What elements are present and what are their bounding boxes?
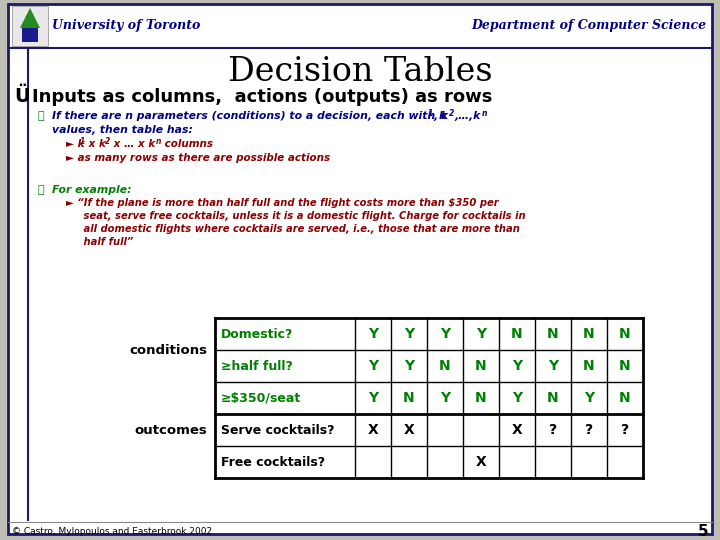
Text: ► k: ► k: [66, 139, 84, 149]
Bar: [12, 6, 48, 46]
Text: ► as many rows as there are possible actions: ► as many rows as there are possible act…: [66, 153, 330, 163]
Text: Department of Computer Science: Department of Computer Science: [471, 19, 706, 32]
Text: ?: ?: [549, 423, 557, 437]
Text: N: N: [439, 359, 451, 373]
Text: Y: Y: [404, 327, 414, 341]
Text: ≥half full?: ≥half full?: [221, 360, 293, 373]
Text: N: N: [583, 359, 595, 373]
Text: half full”: half full”: [66, 237, 133, 247]
Text: X: X: [368, 423, 379, 437]
Text: Ü: Ü: [14, 87, 30, 106]
Bar: [215, 318, 643, 478]
Text: n: n: [156, 137, 161, 145]
Text: Y: Y: [476, 327, 486, 341]
Text: ⑆: ⑆: [38, 185, 45, 195]
Text: Decision Tables: Decision Tables: [228, 56, 492, 88]
Text: 1: 1: [428, 109, 433, 118]
Text: ,…,k: ,…,k: [454, 111, 480, 121]
Bar: [22, 28, 38, 42]
Text: For example:: For example:: [52, 185, 132, 195]
Text: X: X: [512, 423, 523, 437]
Text: ⑆: ⑆: [38, 111, 45, 121]
Text: x k: x k: [85, 139, 106, 149]
Text: Inputs as columns,  actions (outputs) as rows: Inputs as columns, actions (outputs) as …: [32, 88, 492, 106]
Text: N: N: [619, 359, 631, 373]
Text: ≥$350/seat: ≥$350/seat: [221, 392, 301, 404]
Text: columns: columns: [161, 139, 213, 149]
Text: X: X: [476, 455, 487, 469]
Text: N: N: [583, 327, 595, 341]
Text: Y: Y: [512, 359, 522, 373]
Text: N: N: [403, 391, 415, 405]
Text: Y: Y: [512, 391, 522, 405]
Text: 5: 5: [698, 524, 708, 539]
Text: N: N: [547, 391, 559, 405]
Text: Y: Y: [440, 391, 450, 405]
Text: Y: Y: [368, 327, 378, 341]
Text: N: N: [475, 359, 487, 373]
Text: Y: Y: [584, 391, 594, 405]
Text: Serve cocktails?: Serve cocktails?: [221, 423, 335, 436]
Text: N: N: [547, 327, 559, 341]
Text: values, then table has:: values, then table has:: [52, 125, 193, 135]
Text: Y: Y: [404, 359, 414, 373]
Text: Y: Y: [440, 327, 450, 341]
Text: N: N: [475, 391, 487, 405]
Text: all domestic flights where cocktails are served, i.e., those that are more than: all domestic flights where cocktails are…: [66, 224, 520, 234]
Text: ► “If the plane is more than half full and the flight costs more than $350 per: ► “If the plane is more than half full a…: [66, 198, 499, 208]
Text: Y: Y: [368, 359, 378, 373]
Text: N: N: [511, 327, 523, 341]
Text: x … x k: x … x k: [110, 139, 156, 149]
Text: Domestic?: Domestic?: [221, 327, 293, 341]
Text: 2: 2: [105, 137, 110, 145]
Text: X: X: [404, 423, 415, 437]
Text: Free cocktails?: Free cocktails?: [221, 456, 325, 469]
Text: Y: Y: [548, 359, 558, 373]
Polygon shape: [20, 8, 40, 28]
Text: 1: 1: [80, 137, 85, 145]
Text: N: N: [619, 327, 631, 341]
Text: outcomes: outcomes: [134, 423, 207, 436]
Text: Y: Y: [368, 391, 378, 405]
Text: 2: 2: [449, 109, 454, 118]
Text: ?: ?: [621, 423, 629, 437]
Text: If there are n parameters (conditions) to a decision, each with k: If there are n parameters (conditions) t…: [52, 111, 446, 121]
Text: ?: ?: [585, 423, 593, 437]
Text: , k: , k: [433, 111, 448, 121]
Text: © Castro, Mylopoulos and Easterbrook 2002: © Castro, Mylopoulos and Easterbrook 200…: [12, 528, 212, 537]
Text: N: N: [619, 391, 631, 405]
Text: University of Toronto: University of Toronto: [52, 19, 200, 32]
Text: conditions: conditions: [129, 343, 207, 356]
Text: seat, serve free cocktails, unless it is a domestic flight. Charge for cocktails: seat, serve free cocktails, unless it is…: [66, 211, 526, 221]
Text: n: n: [482, 109, 487, 118]
